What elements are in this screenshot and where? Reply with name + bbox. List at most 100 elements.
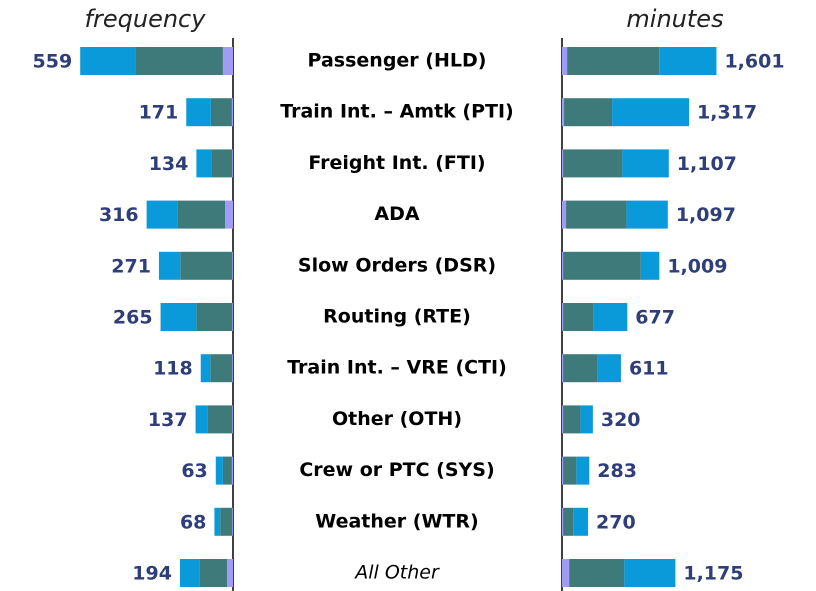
- bar-segment: [199, 559, 227, 587]
- category-label: Train Int. – VRE (CTI): [287, 357, 507, 379]
- bar-segment: [210, 354, 233, 383]
- total-label: 271: [111, 255, 151, 277]
- bar-segment: [573, 507, 589, 536]
- bar-segment: [563, 405, 581, 434]
- total-label: 134: [149, 153, 189, 175]
- bar-segment: [569, 559, 625, 587]
- bar-segment: [196, 303, 233, 331]
- bar-segment: [195, 405, 208, 434]
- category-label: Slow Orders (DSR): [298, 254, 496, 276]
- bar-segment: [567, 47, 660, 75]
- category-label: ADA: [374, 203, 419, 225]
- bar-segment: [622, 149, 669, 178]
- bar-segment: [563, 303, 594, 331]
- total-label: 265: [113, 307, 153, 329]
- total-label: 1,175: [683, 563, 743, 585]
- bar-segment: [222, 456, 232, 485]
- category-label: Other (OTH): [332, 408, 462, 430]
- total-label: 270: [596, 511, 636, 533]
- bar-segment: [562, 251, 564, 280]
- bar-segment: [200, 354, 211, 383]
- bar-segment: [563, 507, 574, 536]
- bar-segment: [562, 559, 570, 587]
- bar-segment: [177, 200, 226, 229]
- bar-segment: [232, 405, 233, 434]
- panel-title: frequency: [85, 5, 207, 33]
- bar-segment: [563, 149, 623, 178]
- total-label: 1,317: [697, 102, 757, 124]
- bar-segment: [626, 200, 668, 229]
- bar-segment: [222, 47, 233, 75]
- bar-segment: [612, 98, 690, 127]
- bar-segment: [580, 405, 593, 434]
- bar-segment: [562, 98, 565, 127]
- bar-segment: [562, 507, 564, 536]
- bar-segment: [231, 456, 233, 485]
- bar-segment: [563, 251, 641, 280]
- bar-segment: [562, 47, 568, 75]
- category-label: Passenger (HLD): [308, 50, 487, 72]
- bar-segment: [179, 559, 200, 587]
- bar-segment: [215, 456, 223, 485]
- bar-segment: [624, 559, 676, 587]
- bar-segment: [597, 354, 621, 383]
- bar-segment: [232, 149, 233, 178]
- bar-segment: [593, 303, 628, 331]
- total-label: 137: [148, 409, 188, 431]
- bar-segment: [220, 507, 233, 536]
- total-label: 1,097: [676, 204, 736, 226]
- bar-segment: [232, 303, 233, 331]
- bar-segment: [210, 98, 232, 127]
- category-label: Routing (RTE): [323, 306, 471, 328]
- category-label: Train Int. – Amtk (PTI): [280, 101, 514, 123]
- total-label: 68: [180, 511, 206, 533]
- bar-segment: [225, 200, 233, 229]
- bar-segment: [207, 405, 233, 434]
- total-label: 283: [597, 460, 637, 482]
- bar-segment: [160, 303, 197, 331]
- bar-segment: [563, 456, 577, 485]
- bar-segment: [186, 98, 211, 127]
- bar-segment: [180, 251, 233, 280]
- category-label: Freight Int. (FTI): [308, 152, 485, 174]
- panel-title: minutes: [626, 5, 723, 33]
- category-label: Weather (WTR): [315, 510, 478, 532]
- total-label: 118: [153, 358, 193, 380]
- bar-segment: [135, 47, 223, 75]
- bar-segment: [562, 405, 564, 434]
- bar-segment: [158, 251, 181, 280]
- bar-segment: [211, 149, 233, 178]
- bar-segment: [196, 149, 212, 178]
- bar-segment: [562, 149, 564, 178]
- total-label: 611: [629, 358, 669, 380]
- bar-segment: [214, 507, 221, 536]
- total-label: 1,107: [677, 153, 737, 175]
- total-label: 194: [132, 563, 172, 585]
- bar-segment: [562, 354, 564, 383]
- bar-segment: [563, 354, 598, 383]
- bar-segment: [231, 98, 233, 127]
- bar-segment: [232, 507, 233, 536]
- bar-segment: [640, 251, 660, 280]
- total-label: 1,009: [667, 255, 727, 277]
- total-label: 171: [139, 102, 179, 124]
- total-label: 1,601: [724, 51, 784, 73]
- bar-segment: [226, 559, 233, 587]
- bar-segment: [562, 456, 564, 485]
- bar-segment: [232, 251, 233, 280]
- bar-segment: [232, 354, 233, 383]
- total-label: 677: [635, 307, 675, 329]
- bar-segment: [659, 47, 717, 75]
- bar-segment: [566, 200, 627, 229]
- bar-segment: [562, 303, 564, 331]
- category-label: All Other: [353, 562, 440, 584]
- total-label: 320: [601, 409, 641, 431]
- category-label: Crew or PTC (SYS): [299, 459, 494, 481]
- total-label: 63: [181, 460, 207, 482]
- bar-segment: [80, 47, 136, 75]
- bar-segment: [562, 200, 567, 229]
- total-label: 316: [99, 204, 139, 226]
- total-label: 559: [33, 51, 73, 73]
- bar-segment: [146, 200, 178, 229]
